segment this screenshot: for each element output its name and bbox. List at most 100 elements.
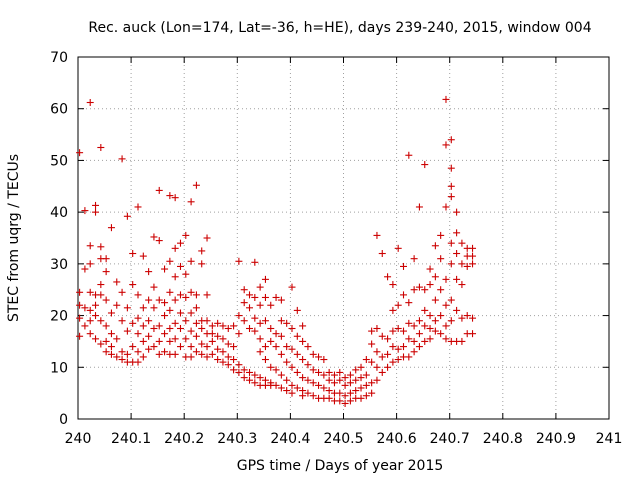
data-point <box>86 260 94 268</box>
data-point <box>453 208 461 216</box>
data-point <box>224 325 232 332</box>
data-point <box>134 291 142 299</box>
data-point <box>150 233 158 241</box>
y-tick-label: 0 <box>59 412 68 428</box>
data-point <box>336 389 344 397</box>
data-point <box>86 317 94 325</box>
x-tick-label: 240.1 <box>111 431 151 447</box>
data-point <box>256 335 264 343</box>
data-point <box>293 368 301 376</box>
x-tick-label: 240.4 <box>270 431 310 447</box>
data-point <box>341 381 349 389</box>
data-point <box>384 350 392 358</box>
data-point <box>145 296 153 304</box>
data-point <box>118 155 126 163</box>
data-point <box>86 306 94 314</box>
data-point <box>129 281 137 289</box>
data-point <box>208 337 216 345</box>
data-point <box>129 343 137 351</box>
y-tick-label: 60 <box>50 102 68 118</box>
x-tick-label: 241 <box>596 431 623 447</box>
data-point <box>389 281 397 289</box>
data-point <box>267 301 275 309</box>
x-tick-label: 240.8 <box>483 431 523 447</box>
data-point <box>442 335 450 343</box>
data-point <box>155 296 163 304</box>
data-point <box>315 368 323 376</box>
data-point <box>118 288 126 296</box>
data-point <box>469 252 477 260</box>
data-point <box>145 317 153 325</box>
data-point <box>288 325 296 332</box>
data-point <box>378 332 386 340</box>
data-point <box>246 376 254 384</box>
data-point <box>288 283 296 291</box>
data-point <box>155 186 163 194</box>
data-point <box>123 350 131 358</box>
data-point <box>107 224 115 232</box>
data-point <box>246 291 254 299</box>
data-point <box>134 358 142 366</box>
data-point <box>336 397 344 405</box>
data-point <box>299 322 307 330</box>
data-point <box>92 312 100 320</box>
data-point <box>176 239 184 247</box>
x-tick-label: 240.6 <box>377 431 417 447</box>
data-point <box>86 242 94 250</box>
data-point <box>230 343 238 351</box>
data-point <box>251 258 259 266</box>
data-point <box>214 356 222 364</box>
data-point <box>113 335 121 343</box>
data-point <box>192 304 200 312</box>
data-point <box>394 345 402 353</box>
data-point <box>368 340 376 348</box>
data-point <box>240 286 248 294</box>
data-point <box>150 325 158 332</box>
data-point <box>458 239 466 247</box>
data-point <box>267 363 275 371</box>
data-point <box>219 335 227 343</box>
data-point <box>123 212 131 220</box>
data-point <box>92 301 100 309</box>
data-point <box>251 314 259 322</box>
data-point <box>330 371 338 379</box>
data-point <box>293 384 301 392</box>
y-tick-label: 70 <box>50 50 68 66</box>
data-point <box>431 273 439 281</box>
data-point <box>410 322 418 330</box>
data-point <box>187 353 195 361</box>
data-point <box>362 371 370 379</box>
data-point <box>293 306 301 314</box>
data-point <box>415 317 423 325</box>
data-point <box>102 337 110 345</box>
data-point <box>346 379 354 387</box>
data-point <box>469 330 477 338</box>
data-point <box>283 319 291 327</box>
data-point <box>214 345 222 353</box>
data-point <box>373 376 381 384</box>
data-point <box>309 350 317 358</box>
data-point <box>283 376 291 384</box>
data-point <box>107 343 115 351</box>
y-tick-label: 40 <box>50 205 68 221</box>
data-point <box>463 312 471 320</box>
data-point <box>92 208 100 216</box>
data-point <box>357 394 365 402</box>
data-point <box>161 330 169 338</box>
data-point <box>224 340 232 348</box>
data-point <box>251 379 259 387</box>
data-point <box>368 327 376 335</box>
data-point <box>352 366 360 374</box>
data-point <box>378 368 386 376</box>
data-point <box>134 348 142 356</box>
data-point <box>102 322 110 330</box>
data-point <box>299 356 307 364</box>
data-point <box>171 335 179 343</box>
data-point <box>171 273 179 281</box>
data-point <box>230 322 238 330</box>
data-points <box>76 95 477 407</box>
data-point <box>442 141 450 149</box>
data-point <box>145 332 153 340</box>
data-point <box>192 332 200 340</box>
data-point <box>203 343 211 351</box>
